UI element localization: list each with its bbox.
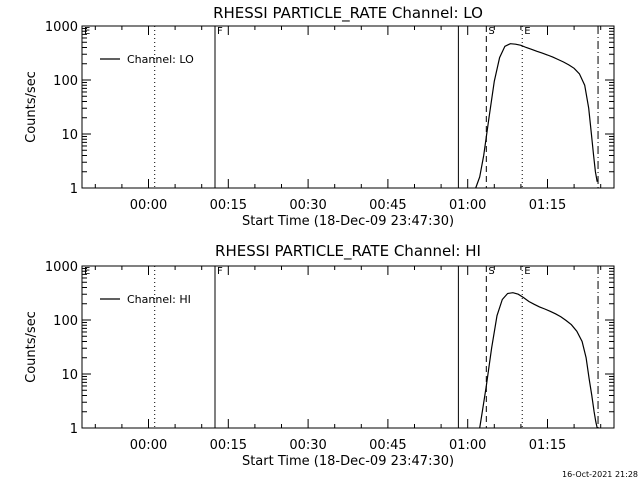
x-tick-label: 00:30	[289, 438, 326, 453]
chart-title: RHESSI PARTICLE_RATE Channel: LO	[213, 4, 483, 23]
y-tick-label: 1	[70, 182, 78, 197]
y-tick-label: 100	[53, 74, 78, 89]
x-tick-label: 00:00	[130, 198, 167, 213]
event-marker-label: S	[488, 266, 494, 277]
x-tick-label: 00:30	[289, 198, 326, 213]
legend-label: Channel: HI	[127, 293, 191, 306]
event-marker-label: E	[524, 266, 530, 277]
event-marker-label: S	[488, 26, 494, 37]
x-tick-label: 01:00	[449, 438, 486, 453]
y-axis-label: Counts/sec	[24, 71, 39, 143]
x-tick-label: 00:15	[210, 198, 247, 213]
chart-panel-1: RHESSI PARTICLE_RATE Channel: LO 1 10 100 10…	[24, 4, 615, 229]
y-tick-label: 10	[61, 128, 78, 143]
x-axis-label: Start Time (18-Dec-09 23:47:30)	[242, 214, 454, 229]
x-tick-label: 00:45	[369, 438, 406, 453]
series-line	[475, 43, 598, 189]
y-tick-label: 1	[70, 422, 78, 437]
event-marker-label: E	[524, 26, 530, 37]
x-tick-label: 01:00	[449, 198, 486, 213]
legend-label: Channel: LO	[127, 53, 194, 66]
series-line	[479, 292, 598, 429]
y-tick-label: 1000	[45, 260, 78, 275]
y-tick-label: 1000	[45, 20, 78, 35]
x-tick-label: 00:00	[130, 438, 167, 453]
chart-title: RHESSI PARTICLE_RATE Channel: HI	[215, 242, 481, 261]
event-marker-label: F	[217, 26, 223, 37]
generation-timestamp: 16-Oct-2021 21:28	[562, 470, 638, 479]
chart-panel-2: RHESSI PARTICLE_RATE Channel: HI 1 10 100 10…	[24, 242, 615, 469]
y-axis-label: Counts/sec	[24, 311, 39, 383]
y-tick-label: 10	[61, 368, 78, 383]
x-tick-label: 00:45	[369, 198, 406, 213]
y-tick-label: 100	[53, 314, 78, 329]
x-tick-label: 00:15	[210, 438, 247, 453]
event-marker-label: E	[84, 26, 90, 37]
x-axis-label: Start Time (18-Dec-09 23:47:30)	[242, 454, 454, 469]
plot-frame	[81, 265, 615, 429]
event-marker-label: E	[84, 266, 90, 277]
x-tick-label: 01:15	[529, 438, 566, 453]
x-tick-label: 01:15	[529, 198, 566, 213]
event-marker-label: F	[217, 266, 223, 277]
